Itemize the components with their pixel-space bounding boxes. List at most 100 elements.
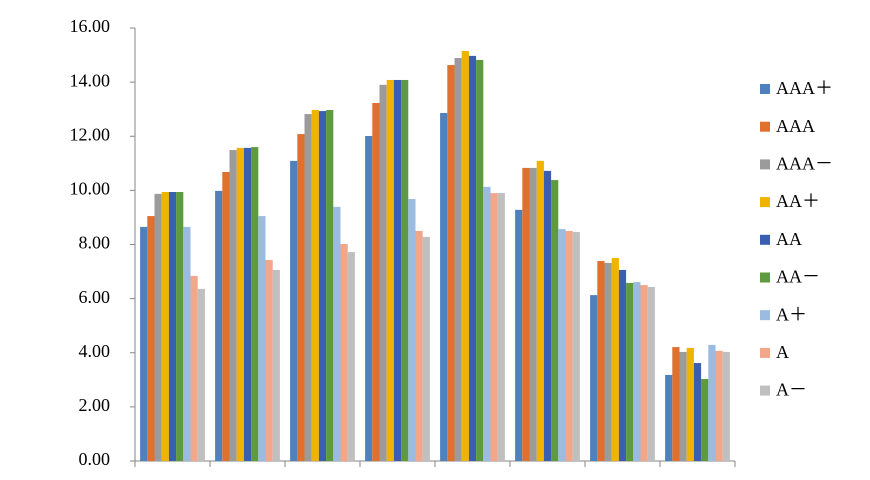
bar	[408, 199, 416, 461]
bar	[272, 269, 280, 461]
bar	[297, 134, 305, 461]
bar	[401, 79, 409, 462]
legend-label: AAA	[776, 116, 815, 136]
bar	[379, 84, 387, 462]
bar	[372, 102, 380, 461]
bar	[222, 171, 230, 461]
bar	[701, 379, 709, 461]
bar	[665, 374, 673, 461]
bar	[529, 167, 537, 461]
legend-label: A	[776, 342, 789, 362]
y-tick-label: 8.00	[79, 233, 111, 253]
bar	[333, 206, 341, 461]
bar	[722, 351, 730, 461]
bar	[590, 295, 598, 461]
bar	[258, 216, 266, 461]
bar	[522, 167, 530, 461]
bar	[468, 55, 477, 461]
bar	[168, 191, 177, 461]
bar	[693, 363, 702, 461]
bar	[565, 230, 573, 461]
bar	[558, 229, 566, 461]
y-tick-label: 4.00	[79, 341, 111, 361]
legend-swatch	[760, 84, 770, 94]
bar	[490, 193, 498, 462]
bar	[236, 147, 244, 461]
bar	[454, 58, 462, 462]
bar	[243, 147, 252, 461]
bar	[197, 288, 205, 461]
bar	[604, 262, 612, 461]
bar	[440, 112, 448, 461]
legend-label: AAA＋	[776, 78, 833, 98]
legend-swatch	[760, 234, 770, 245]
y-tick-label: 0.00	[79, 449, 111, 469]
bar	[515, 209, 523, 461]
bar	[140, 226, 148, 461]
bar	[611, 258, 619, 461]
bar	[686, 347, 694, 461]
bar	[543, 170, 552, 461]
y-tick-label: 14.00	[70, 70, 111, 90]
legend-label: AAA－	[776, 154, 833, 174]
bar	[415, 230, 423, 461]
bar	[633, 282, 641, 461]
bar	[447, 65, 455, 461]
legend-label: A－	[776, 380, 807, 400]
bar	[176, 191, 184, 461]
bar	[251, 147, 259, 461]
bar	[672, 347, 680, 461]
bar	[679, 351, 687, 461]
bar	[161, 191, 169, 461]
bar	[326, 109, 334, 461]
bar	[340, 243, 348, 461]
y-tick-label: 10.00	[70, 179, 111, 199]
legend-swatch	[760, 385, 770, 396]
bar	[393, 79, 402, 462]
bar	[618, 269, 627, 461]
bar	[386, 79, 394, 462]
bar	[183, 226, 191, 461]
bar	[318, 111, 327, 461]
y-tick-label: 2.00	[79, 395, 111, 415]
bar	[640, 285, 648, 461]
bar	[536, 160, 544, 461]
legend-swatch	[760, 310, 770, 321]
bar	[265, 259, 273, 461]
bar	[597, 261, 605, 461]
y-tick-label: 6.00	[79, 287, 111, 307]
bar	[422, 236, 430, 461]
bar	[311, 109, 319, 461]
bar	[365, 135, 373, 461]
bar	[304, 114, 312, 461]
legend-swatch	[760, 159, 770, 170]
legend-label: AA	[776, 229, 802, 249]
bar	[229, 150, 237, 461]
legend-swatch	[760, 121, 770, 132]
bar	[551, 180, 559, 461]
bar	[290, 160, 298, 461]
bar	[715, 350, 723, 461]
bar	[497, 193, 505, 462]
bar	[154, 193, 162, 461]
y-tick-label: 12.00	[70, 124, 111, 144]
bar	[190, 275, 198, 461]
legend-label: AA－	[776, 267, 820, 287]
bar	[647, 286, 655, 461]
bar	[483, 186, 491, 461]
bar	[708, 344, 716, 461]
bar	[147, 216, 155, 461]
legend-label: AA＋	[776, 191, 820, 211]
bar	[461, 51, 469, 462]
bar	[476, 59, 484, 462]
bar	[572, 232, 580, 461]
legend-swatch	[760, 197, 770, 208]
legend-swatch	[760, 272, 770, 283]
bar	[626, 282, 634, 461]
legend-swatch	[760, 347, 770, 358]
legend-label: A＋	[776, 304, 807, 324]
bar	[347, 252, 355, 461]
y-tick-label: 16.00	[70, 16, 111, 36]
bar	[215, 190, 223, 461]
